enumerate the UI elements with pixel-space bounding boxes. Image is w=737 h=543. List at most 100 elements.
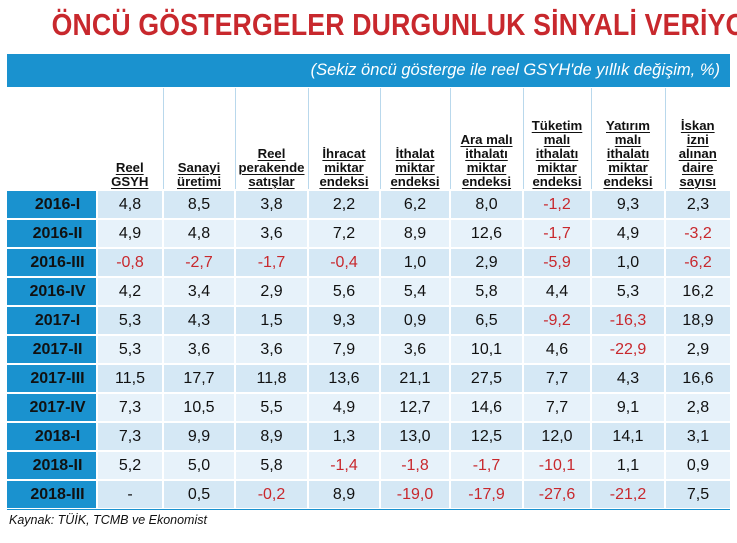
column-header: Reel GSYH <box>97 88 164 190</box>
table-cell: -21,2 <box>591 479 666 508</box>
table-cell: -1,4 <box>308 450 381 480</box>
table-cell: 3,6 <box>380 334 451 364</box>
row-label: 2017-I <box>7 305 98 335</box>
table-cell: 8,9 <box>308 479 381 508</box>
table-cell: -0,4 <box>308 247 381 277</box>
column-header-line: ithalatı <box>465 146 508 161</box>
table-cell: 27,5 <box>450 363 524 393</box>
table-cell: -0,2 <box>235 479 309 508</box>
column-header: Ara malı ithalatı miktar endeksi <box>450 88 524 190</box>
table-cell: 8,5 <box>163 189 236 219</box>
table-cell: 16,2 <box>665 276 730 306</box>
table-body: 2016-I 4,8 8,5 3,8 2,2 6,2 8,0 -1,2 9,3 2,3 2016-I… <box>7 189 730 508</box>
table-cell: 3,1 <box>665 421 730 451</box>
column-header: Tüketim malı ithalatı miktar endeksi <box>523 88 592 190</box>
table-cell: 5,5 <box>235 392 309 422</box>
table-cell: 2,9 <box>235 276 309 306</box>
table-cell: 4,8 <box>97 189 164 219</box>
row-label: 2017-III <box>7 363 98 393</box>
table-cell: -16,3 <box>591 305 666 335</box>
table-cell: 7,2 <box>308 218 381 248</box>
table-row: 2018-III -0,5 -0,2 8,9 -19,0 -17,9 -27,6 -21,2 7… <box>7 479 730 508</box>
column-header-line: alınan <box>678 146 717 161</box>
column-header-line: ithalatı <box>535 146 579 161</box>
column-header-line: miktar <box>466 160 507 175</box>
column-header-line: endeksi <box>390 174 440 189</box>
table-cell: -3,2 <box>665 218 730 248</box>
table-cell: 13,0 <box>380 421 451 451</box>
column-header: İthalat miktar endeksi <box>380 88 451 190</box>
table-cell: -5,9 <box>523 247 592 277</box>
table-cell: - <box>97 479 164 508</box>
table-cell: -1,7 <box>450 450 524 480</box>
column-header-line: perakende <box>238 160 305 175</box>
source-note: Kaynak: TÜİK, TCMB ve Ekonomist <box>9 513 207 527</box>
column-header-line: sayısı <box>679 174 717 189</box>
table-cell: 9,9 <box>163 421 236 451</box>
table-cell: 12,7 <box>380 392 451 422</box>
table-cell: 7,5 <box>665 479 730 508</box>
table-cell: 3,8 <box>235 189 309 219</box>
column-header-line: satışlar <box>248 174 295 189</box>
table-cell: 0,5 <box>163 479 236 508</box>
table-cell: 9,1 <box>591 392 666 422</box>
header-corner <box>7 88 97 190</box>
table-cell: -1,8 <box>380 450 451 480</box>
table-cell: 4,9 <box>591 218 666 248</box>
column-header-line: malı <box>614 132 642 147</box>
column-header-line: miktar <box>537 160 577 175</box>
column-header-line: malı <box>543 132 571 147</box>
table-row: 2017-I 5,3 4,3 1,5 9,3 0,9 6,5 -9,2 -16,3 18,9 <box>7 305 730 335</box>
table-row: 2016-IV 4,2 3,4 2,9 5,6 5,4 5,8 4,4 5,3 16,2 <box>7 276 730 306</box>
table-cell: 7,7 <box>523 392 592 422</box>
table-row: 2018-II 5,2 5,0 5,8 -1,4 -1,8 -1,7 -10,1 1,1 0,9 <box>7 450 730 480</box>
row-label: 2016-II <box>7 218 98 248</box>
column-header-line: İskan <box>680 118 715 133</box>
table-cell: 5,3 <box>97 305 164 335</box>
table-cell: 7,3 <box>97 421 164 451</box>
column-header: İhracat miktar endeksi <box>308 88 381 190</box>
table-cell: 10,1 <box>450 334 524 364</box>
table-cell: 5,2 <box>97 450 164 480</box>
table-cell: 6,5 <box>450 305 524 335</box>
table-cell: 8,9 <box>235 421 309 451</box>
table-cell: 16,6 <box>665 363 730 393</box>
column-header-line: Sanayi <box>177 160 221 175</box>
table-cell: 5,6 <box>308 276 381 306</box>
table-cell: 8,0 <box>450 189 524 219</box>
table-row: 2016-I 4,8 8,5 3,8 2,2 6,2 8,0 -1,2 9,3 2,3 <box>7 189 730 219</box>
table-cell: -1,7 <box>235 247 309 277</box>
table-cell: 11,8 <box>235 363 309 393</box>
table-cell: 7,7 <box>523 363 592 393</box>
table-cell: -27,6 <box>523 479 592 508</box>
table-cell: 1,3 <box>308 421 381 451</box>
table-cell: 5,3 <box>591 276 666 306</box>
column-header-line: GSYH <box>111 174 149 189</box>
table-cell: 3,6 <box>235 334 309 364</box>
row-label: 2018-I <box>7 421 98 451</box>
table-cell: -1,2 <box>523 189 592 219</box>
table-cell: -19,0 <box>380 479 451 508</box>
row-label: 2017-II <box>7 334 98 364</box>
table-cell: 8,9 <box>380 218 451 248</box>
subtitle: (Sekiz öncü gösterge ile reel GSYH'de yı… <box>310 61 720 79</box>
column-header-line: Yatırım <box>606 118 650 133</box>
table-cell: 4,9 <box>97 218 164 248</box>
row-label: 2018-II <box>7 450 98 480</box>
column-header: İskan izni alınan daire sayısı <box>665 88 730 190</box>
page-title: ÖNCÜ GÖSTERGELER DURGUNLUK SİNYALİ VERİY… <box>51 7 737 42</box>
row-label: 2016-I <box>7 189 98 219</box>
table-cell: -22,9 <box>591 334 666 364</box>
row-label: 2018-III <box>7 479 98 508</box>
column-header: Yatırım malı ithalatı miktar endeksi <box>591 88 666 190</box>
table-cell: 4,9 <box>308 392 381 422</box>
table-cell: 5,8 <box>450 276 524 306</box>
table-cell: 1,0 <box>380 247 451 277</box>
row-label: 2017-IV <box>7 392 98 422</box>
column-header-line: Tüketim <box>531 118 583 133</box>
table-cell: 5,0 <box>163 450 236 480</box>
table-cell: 4,4 <box>523 276 592 306</box>
subtitle-bar: (Sekiz öncü gösterge ile reel GSYH'de yı… <box>7 54 730 87</box>
column-header-line: endeksi <box>532 174 582 189</box>
